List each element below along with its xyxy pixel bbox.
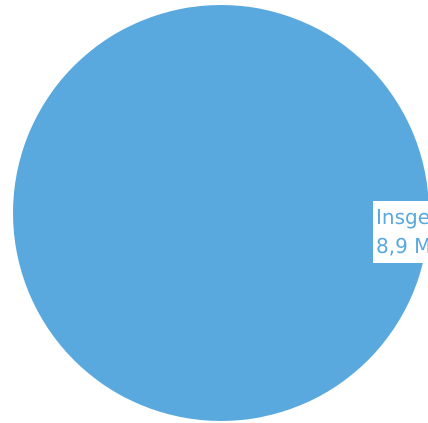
pie-slice: [13, 5, 428, 421]
pie-slice-label-title: Insge: [376, 205, 428, 229]
pie-slice-label-value: 8,9 M: [376, 234, 428, 258]
pie-slice-label: Insge 8,9 M: [373, 201, 428, 263]
